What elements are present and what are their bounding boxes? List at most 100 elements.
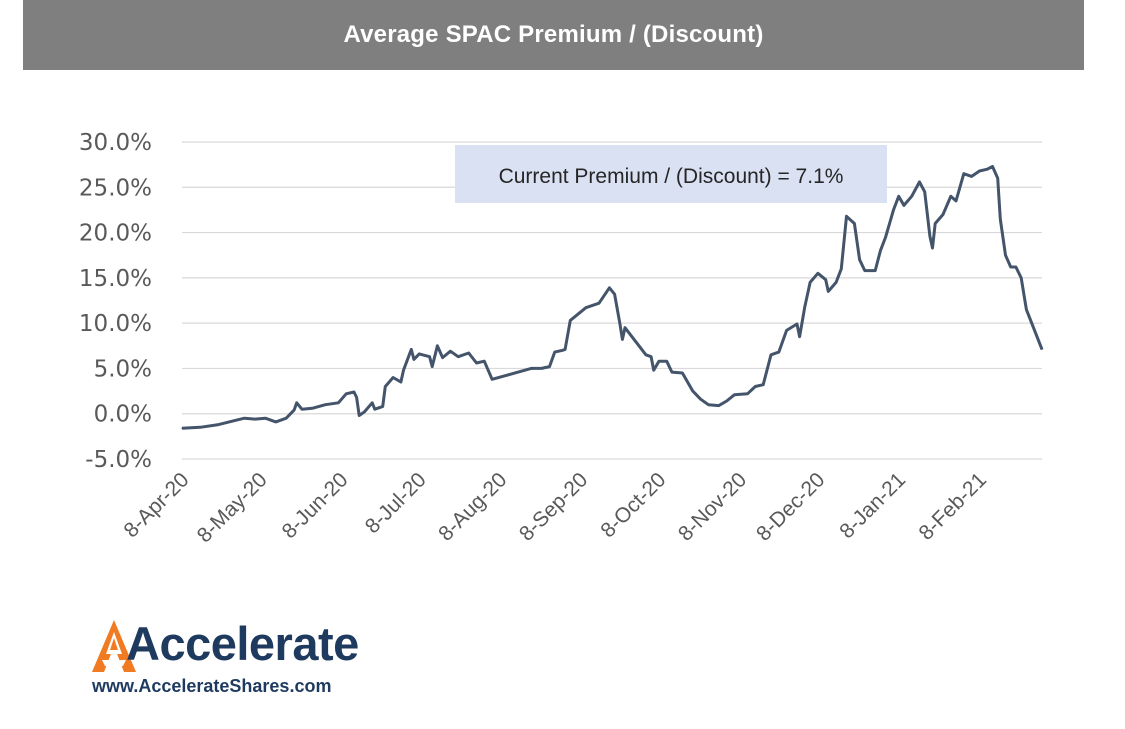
data-point (311, 407, 313, 409)
data-point (217, 424, 220, 426)
data-point (619, 322, 621, 324)
data-point (429, 356, 431, 358)
data-point (853, 222, 856, 225)
data-point (293, 409, 295, 411)
data-point (770, 354, 772, 356)
data-point (955, 200, 957, 202)
data-point (786, 329, 788, 331)
data-point (569, 319, 571, 321)
x-tick-label: 8-Oct-20 (596, 468, 670, 542)
x-tick-label: 8-Jan-21 (835, 468, 910, 543)
y-tick-label: 0.0% (94, 402, 152, 428)
y-tick-label: 20.0% (79, 221, 152, 247)
data-point (971, 175, 973, 177)
data-point (301, 408, 303, 410)
data-point (707, 404, 710, 406)
data-point (442, 357, 444, 359)
annotation-box (455, 145, 887, 203)
data-point (754, 385, 756, 388)
data-point (413, 358, 415, 360)
data-point (382, 405, 384, 408)
chart-title-bar: Average SPAC Premium / (Discount) (23, 0, 1084, 70)
data-point (436, 345, 438, 347)
x-tick-label: 8-Aug-20 (434, 468, 511, 545)
data-point (254, 418, 256, 420)
data-point (762, 384, 764, 386)
data-point (1010, 266, 1012, 268)
y-tick-label: 5.0% (94, 356, 152, 382)
data-point (517, 371, 519, 373)
data-point (898, 195, 900, 197)
data-point (835, 281, 837, 283)
data-point (353, 391, 355, 393)
gridlines (182, 141, 1042, 460)
data-point (345, 393, 347, 395)
data-point (418, 353, 420, 355)
data-point (585, 307, 587, 309)
y-tick-label: 10.0% (79, 311, 152, 337)
annotation-text: Current Premium / (Discount) = 7.1% (499, 165, 844, 188)
data-point (718, 405, 720, 407)
data-point (942, 213, 944, 216)
data-point (243, 417, 246, 419)
data-point (874, 270, 876, 272)
y-tick-label: 15.0% (79, 266, 152, 292)
brand-url: www.AccelerateShares.com (92, 676, 332, 696)
data-point (991, 165, 994, 168)
y-axis-ticks: 30.0% 25.0% 20.0% 15.0% 10.0% 5.0% 0.0% -5.0% (79, 130, 152, 473)
data-point (275, 421, 277, 423)
x-tick-label: 8-Sep-20 (515, 468, 592, 545)
data-point (804, 306, 806, 308)
data-point (692, 390, 694, 392)
data-point (903, 204, 905, 206)
data-point (929, 235, 931, 237)
data-point (358, 414, 360, 417)
data-point (491, 378, 493, 380)
data-point (356, 396, 358, 398)
data-point (541, 367, 543, 369)
data-point (392, 376, 394, 379)
x-tick-label: 8-Jul-20 (361, 468, 431, 538)
y-tick-label: 25.0% (79, 175, 152, 201)
accelerate-logo-mark (92, 620, 136, 672)
data-point (468, 352, 470, 354)
data-point (384, 385, 386, 388)
data-point (199, 426, 201, 428)
data-point (746, 393, 749, 395)
data-point (363, 411, 365, 413)
premium-line (181, 165, 1044, 430)
data-point (827, 290, 829, 292)
x-tick-label: 8-Nov-20 (674, 468, 751, 545)
data-point (700, 398, 702, 400)
data-point (879, 250, 882, 252)
data-point (1015, 266, 1017, 268)
data-point (614, 293, 616, 295)
data-point (671, 371, 673, 373)
brand-wordmark: Accelerate (126, 617, 359, 670)
data-point (324, 404, 326, 406)
data-point (809, 281, 811, 283)
data-point (658, 360, 660, 362)
data-point (950, 195, 952, 197)
y-tick-label: 30.0% (79, 130, 152, 156)
data-point (621, 338, 624, 340)
data-point (431, 366, 433, 368)
data-point (885, 236, 887, 238)
data-point (337, 402, 339, 404)
data-point (236, 419, 238, 421)
y-tick-label: -5.0% (85, 447, 152, 473)
data-point (264, 417, 266, 419)
accelerate-logo: Accelerate www.AccelerateShares.com (92, 617, 392, 703)
data-point (796, 323, 798, 325)
data-point (650, 356, 652, 358)
data-point (934, 222, 936, 225)
data-point (564, 348, 566, 350)
data-point (911, 195, 913, 197)
data-point (561, 349, 564, 351)
data-point (864, 270, 866, 272)
x-axis-ticks: 8-Apr-20 8-May-20 8-Jun-20 8-Jul-20 8-Aug-20… (119, 468, 990, 547)
data-point (924, 191, 926, 193)
data-point (963, 173, 965, 175)
data-point (577, 313, 579, 315)
